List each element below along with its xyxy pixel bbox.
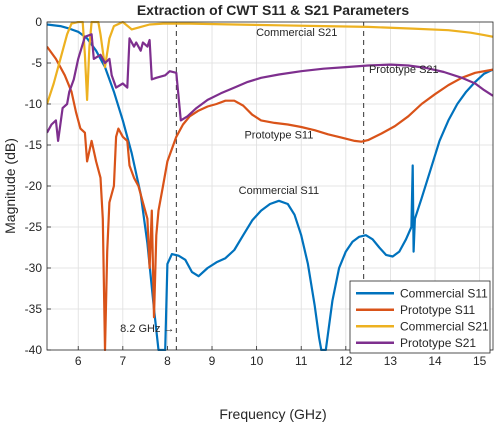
y-tick-label: -5	[31, 56, 42, 70]
series-line-0	[47, 23, 493, 351]
y-tick-label: -30	[25, 261, 43, 275]
x-tick-label: 6	[75, 354, 82, 368]
annotations: Commercial S21 Prototype S21 Prototype S11…	[120, 27, 439, 335]
y-tick-label: -40	[25, 343, 43, 357]
y-tick-label: -35	[25, 302, 43, 316]
y-axis-label: Magnitude (dB)	[2, 138, 18, 234]
x-tick-label: 15	[473, 354, 487, 368]
prototype-s21-label: Prototype S21	[369, 64, 439, 76]
x-tick-label: 7	[119, 354, 126, 368]
y-tick-label: -10	[25, 97, 43, 111]
series-line-3	[47, 33, 493, 142]
grid	[47, 21, 493, 351]
x-tick-label: 10	[250, 354, 264, 368]
y-tick-label: -25	[25, 220, 43, 234]
legend-label: Commercial S11	[400, 286, 488, 300]
commercial-s21-label: Commercial S21	[256, 27, 337, 39]
legend-label: Prototype S11	[400, 303, 475, 317]
axis-ticks: 6 7 8 9 10 11 12 13 14 15 0 -5 -10 -15 -20 -25 -30 -35 -40	[25, 15, 487, 368]
y-tick-label: -15	[25, 138, 43, 152]
legend: Commercial S11 Prototype S11 Commercial S2…	[349, 280, 491, 354]
left-marker-label: 8.2 GHz →	[120, 323, 174, 335]
x-tick-label: 8	[164, 354, 171, 368]
y-tick-label: 0	[35, 15, 42, 29]
series-line-1	[47, 45, 493, 351]
legend-label: Prototype S21	[400, 336, 476, 350]
legend-label: Commercial S21	[400, 319, 489, 333]
y-tick-label: -20	[25, 179, 43, 193]
prototype-s11-label: Prototype S11	[244, 129, 313, 141]
x-tick-label: 14	[428, 354, 442, 368]
x-axis-label: Frequency (GHz)	[219, 406, 326, 422]
x-tick-label: 9	[209, 354, 216, 368]
x-tick-label: 11	[295, 354, 308, 368]
x-tick-label: 12	[339, 354, 353, 368]
commercial-s11-label: Commercial S11	[239, 185, 320, 197]
x-tick-label: 13	[384, 354, 398, 368]
chart-title: Extraction of CWT S11 & S21 Parameters	[137, 2, 410, 18]
